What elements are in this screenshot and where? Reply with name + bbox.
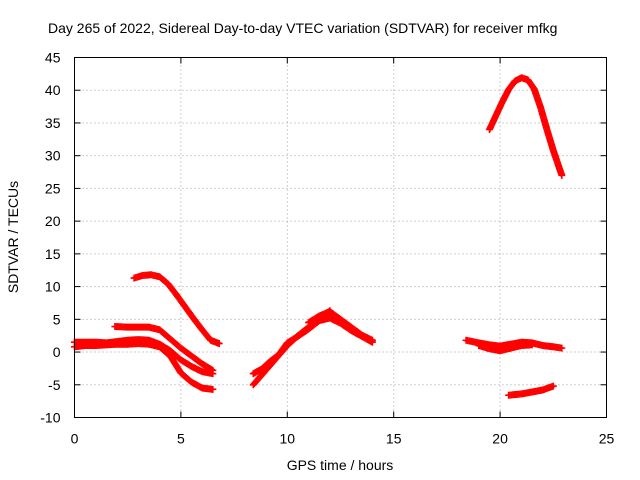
y-tick-label: 30 [45,148,61,164]
x-tick-label: 25 [599,431,615,447]
series-arc-7 [305,307,376,344]
y-tick-labels: -10 -5 0 5 10 15 20 25 30 35 40 45 [40,50,60,426]
x-axis-label: GPS time / hours [287,457,394,473]
series-arc-2 [71,340,217,393]
y-tick-label: 40 [45,82,61,98]
y-tick-label: 0 [53,344,61,360]
plot-frame [74,57,607,418]
data-point [549,382,557,390]
series-arc-9 [475,341,536,355]
y-tick-label: 20 [45,213,61,229]
chart-title: Day 265 of 2022, Sidereal Day-to-day VTE… [48,20,557,36]
data-point [209,385,217,393]
y-tick-label: -10 [40,410,60,426]
x-tick-label: 0 [71,431,79,447]
x-tick-label: 15 [386,431,402,447]
y-tick-label: 25 [45,180,61,196]
ticks [74,57,607,418]
series-arc-10 [505,382,557,399]
y-tick-label: 15 [45,246,61,262]
data-point [528,341,536,349]
series-arc-3 [111,323,217,374]
series-arc-4 [130,271,223,348]
x-tick-label: 20 [492,431,508,447]
y-tick-label: 10 [45,279,61,295]
y-tick-label: 45 [45,50,61,66]
data-point [368,336,376,344]
y-tick-label: 35 [45,115,61,131]
data-point [215,340,223,348]
series-arc-11 [485,74,566,179]
x-tick-label: 5 [177,431,185,447]
data-point [558,344,566,352]
data-point [558,171,566,179]
y-tick-label: -5 [48,377,61,393]
data-point [209,366,217,374]
y-axis-label: SDTVAR / TECUs [5,181,21,293]
x-tick-label: 10 [280,431,296,447]
series-layer [71,74,566,399]
y-tick-label: 5 [53,311,61,327]
x-tick-labels: 0 5 10 15 20 25 [71,431,615,447]
